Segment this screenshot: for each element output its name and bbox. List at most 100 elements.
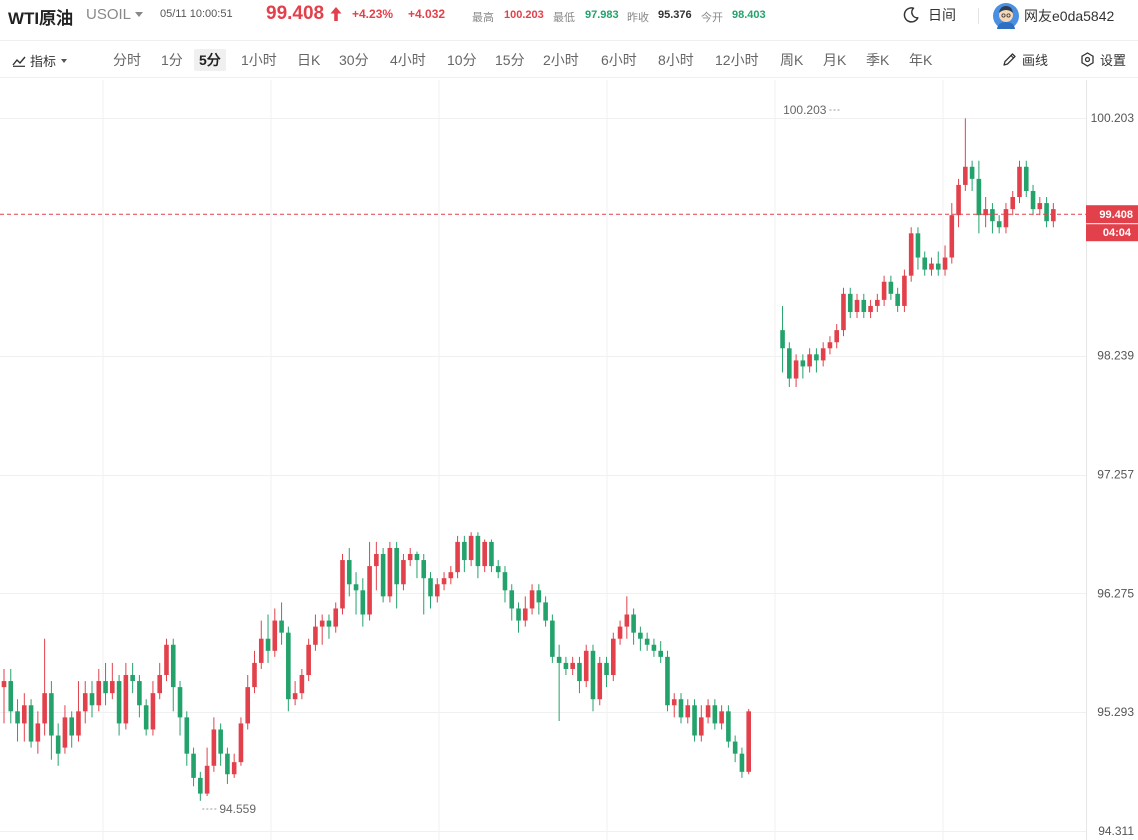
candle-body bbox=[611, 638, 616, 676]
header-divider bbox=[978, 8, 979, 24]
candle bbox=[902, 269, 907, 312]
candle bbox=[631, 608, 636, 645]
candle bbox=[441, 572, 447, 591]
candle bbox=[1030, 184, 1036, 216]
candle bbox=[333, 602, 339, 633]
candle bbox=[908, 227, 914, 282]
candle-body bbox=[658, 650, 663, 657]
candle bbox=[522, 596, 528, 627]
candle bbox=[211, 717, 217, 772]
arrow-up-icon bbox=[330, 7, 342, 21]
candle-body bbox=[272, 620, 278, 651]
pencil-icon bbox=[1003, 53, 1016, 66]
candle bbox=[807, 348, 812, 373]
period-tab[interactable]: 季K bbox=[866, 52, 890, 68]
candle bbox=[137, 675, 142, 718]
candle bbox=[671, 693, 677, 718]
candle bbox=[164, 638, 169, 682]
candle-body bbox=[137, 681, 142, 706]
candle-body bbox=[583, 650, 589, 682]
candle-body bbox=[164, 644, 169, 676]
caret-down-icon bbox=[135, 12, 144, 17]
candle bbox=[401, 554, 406, 591]
candle bbox=[787, 342, 792, 388]
candle bbox=[1044, 197, 1049, 228]
candle bbox=[529, 584, 535, 615]
candle bbox=[644, 632, 650, 651]
candle bbox=[746, 708, 751, 775]
change-absolute: +4.032 bbox=[408, 7, 446, 21]
candle bbox=[340, 554, 345, 615]
period-tab[interactable]: 8小时 bbox=[658, 52, 694, 68]
period-tab[interactable]: 12小时 bbox=[715, 52, 759, 68]
candle-body bbox=[407, 554, 413, 561]
candle-body bbox=[726, 711, 731, 742]
candle bbox=[536, 584, 542, 615]
candle bbox=[868, 299, 873, 319]
candle bbox=[732, 735, 738, 763]
candle-body bbox=[963, 166, 968, 185]
user-menu[interactable]: 网友e0da5842 bbox=[992, 2, 1114, 30]
candle-body bbox=[550, 620, 555, 657]
period-tab[interactable]: 月K bbox=[823, 52, 847, 68]
period-tab-active[interactable]: 5分 bbox=[194, 49, 226, 71]
period-tab[interactable]: 年K bbox=[909, 52, 933, 68]
candle-body bbox=[705, 705, 711, 718]
candle bbox=[638, 626, 643, 651]
candle bbox=[482, 539, 487, 573]
settings-button[interactable]: 设置 bbox=[1080, 50, 1126, 69]
candle-body bbox=[394, 547, 399, 585]
chart-toolbar: 指标 分时 1分 5分 1小时 日K 30分 4小时 10分 15分 2小时 6… bbox=[0, 40, 1138, 78]
indicator-button[interactable]: 指标 bbox=[12, 51, 68, 70]
candle-body bbox=[89, 693, 95, 706]
candle bbox=[1003, 203, 1009, 234]
candlestick-chart[interactable]: 100.203 94.559 100.203 98.239 97.257 96.275 9… bbox=[0, 80, 1138, 840]
candle-body bbox=[292, 693, 298, 700]
symbol-selector[interactable]: USOIL bbox=[86, 6, 144, 23]
period-tab[interactable]: 周K bbox=[780, 52, 804, 68]
candle-body bbox=[22, 705, 27, 724]
current-price-tag-label: 99.408 bbox=[1099, 209, 1133, 221]
candle bbox=[421, 554, 427, 615]
period-tab[interactable]: 30分 bbox=[339, 52, 369, 68]
period-tab[interactable]: 4小时 bbox=[390, 52, 426, 68]
candle bbox=[570, 656, 575, 676]
period-tab[interactable]: 15分 bbox=[495, 52, 525, 68]
period-tab[interactable]: 1小时 bbox=[241, 52, 277, 68]
candle bbox=[563, 656, 569, 676]
period-tab[interactable]: 2小时 bbox=[543, 52, 579, 68]
period-tab[interactable]: 10分 bbox=[447, 52, 477, 68]
candle bbox=[827, 336, 833, 355]
candle bbox=[110, 662, 115, 700]
candle bbox=[8, 668, 14, 724]
candle bbox=[793, 354, 799, 388]
candle bbox=[543, 596, 548, 627]
quote-header: WTI原油 USOIL 05/11 10:00:51 99.408 +4.23%… bbox=[0, 0, 1138, 32]
candle-body bbox=[746, 711, 751, 772]
candle-body bbox=[1023, 166, 1029, 191]
caret-down-icon bbox=[61, 58, 68, 63]
candle-body bbox=[685, 705, 691, 718]
theme-toggle-button[interactable]: 日间 bbox=[902, 5, 956, 25]
candle-body bbox=[807, 354, 812, 367]
draw-line-button[interactable]: 画线 bbox=[1002, 50, 1048, 69]
symbol-code: USOIL bbox=[86, 6, 132, 23]
period-tab[interactable]: 分时 bbox=[113, 52, 141, 68]
candle-body bbox=[434, 584, 440, 597]
candle-body bbox=[671, 699, 677, 706]
candle-body bbox=[468, 535, 474, 561]
candle-body bbox=[827, 342, 833, 349]
candle-body bbox=[489, 541, 494, 567]
last-price: 99.408 bbox=[266, 3, 325, 24]
candle bbox=[198, 771, 203, 801]
symbol-name: WTI原油 bbox=[8, 9, 74, 28]
candle bbox=[780, 305, 785, 373]
stat-open-value: 98.403 bbox=[732, 9, 766, 21]
candle-body bbox=[875, 299, 880, 306]
period-tab[interactable]: 6小时 bbox=[601, 52, 637, 68]
candle-body bbox=[739, 753, 745, 772]
y-tick-label: 95.293 bbox=[1097, 705, 1134, 719]
period-tab[interactable]: 1分 bbox=[161, 52, 183, 68]
candle bbox=[990, 203, 995, 234]
period-tab[interactable]: 日K bbox=[297, 52, 321, 68]
